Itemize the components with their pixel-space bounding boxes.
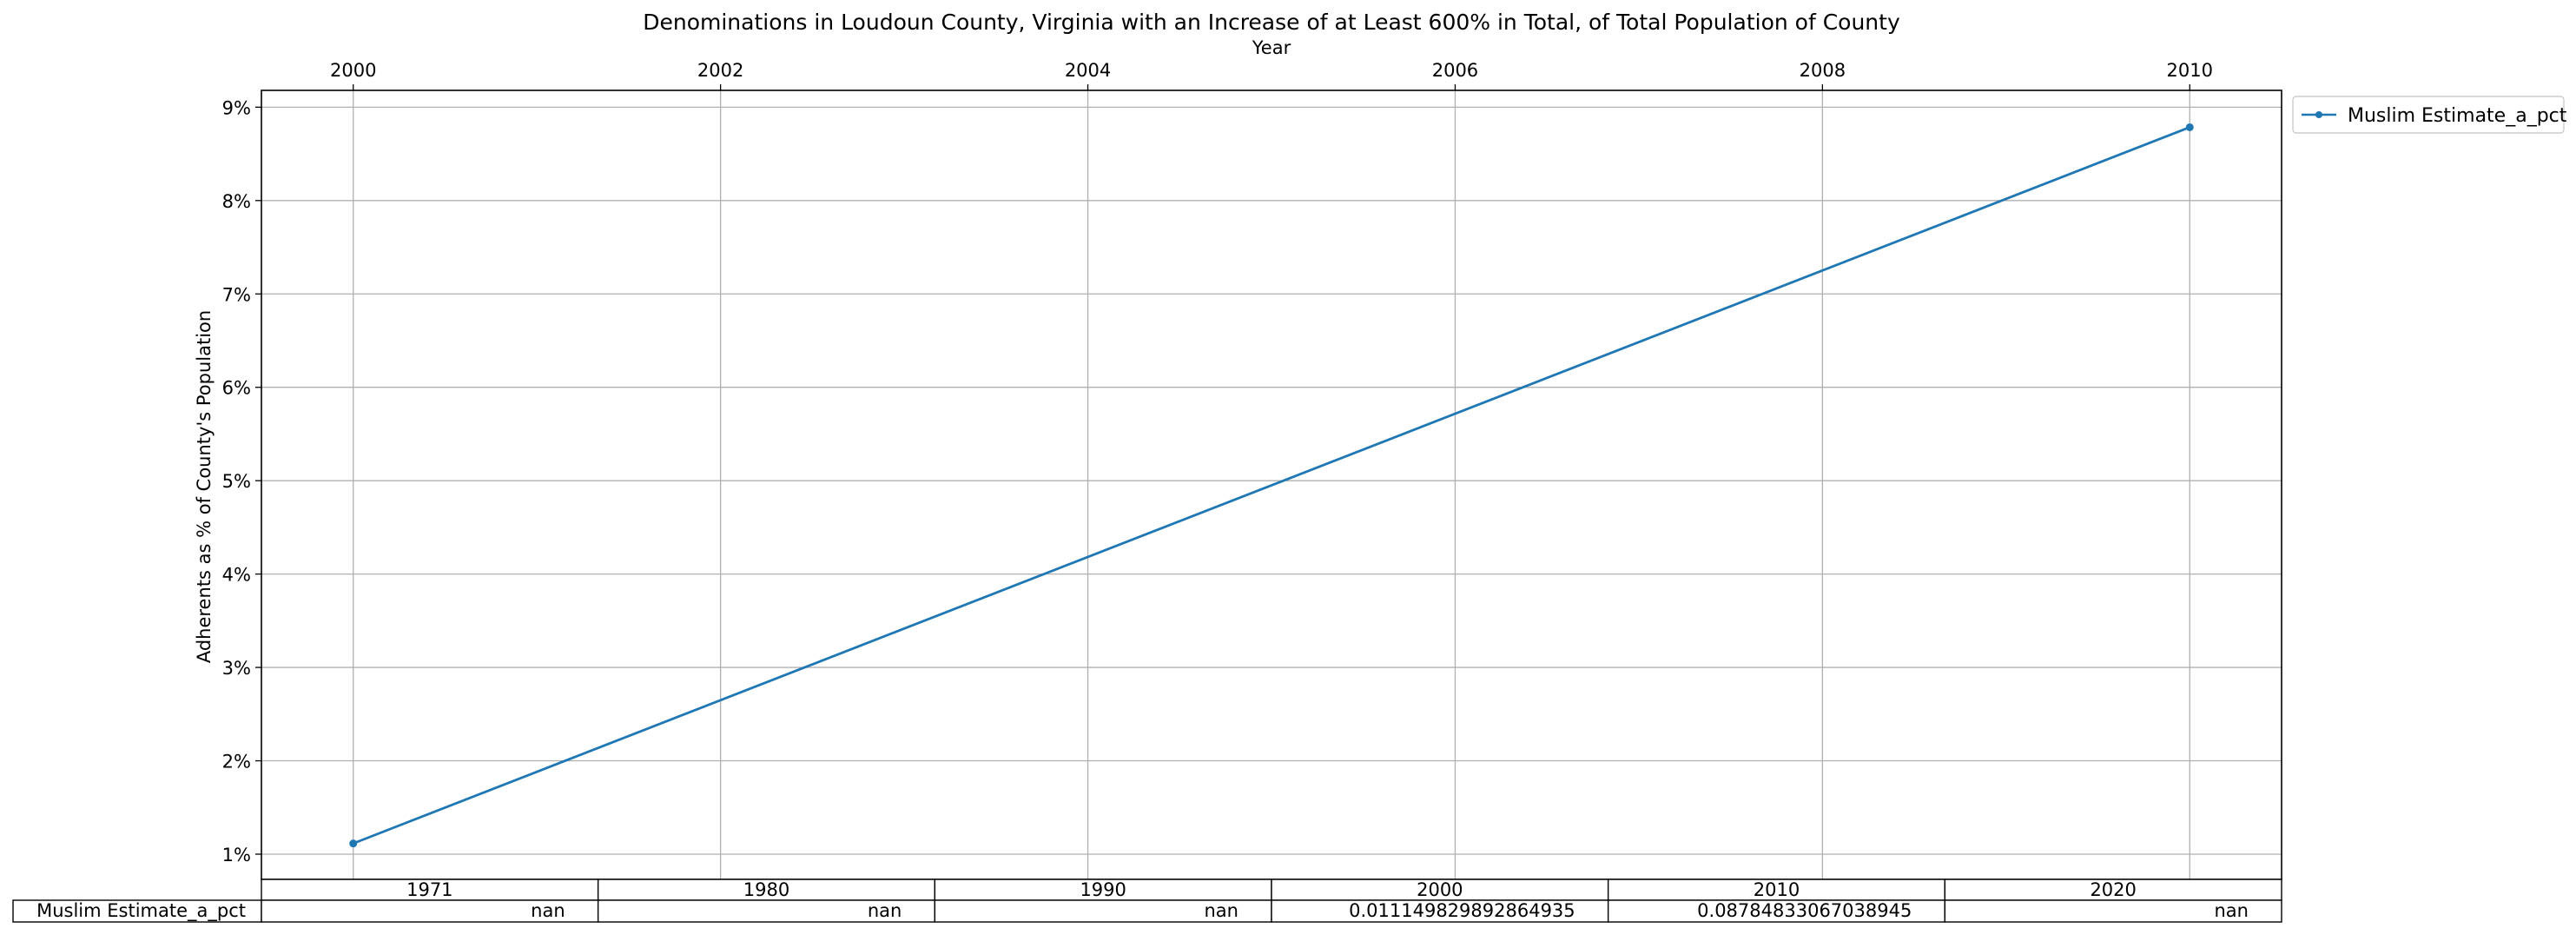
x-tick-label: 2008	[1800, 60, 1846, 81]
legend: Muslim Estimate_a_pct	[2292, 96, 2567, 134]
y-tick-label: 3%	[222, 658, 251, 679]
series-line	[353, 126, 2190, 845]
table-header-label: 1990	[1080, 879, 1126, 900]
table-cell	[597, 899, 936, 923]
table-cell	[261, 899, 599, 923]
grid-lines	[261, 90, 2282, 879]
y-tick-label: 8%	[222, 191, 251, 212]
x-tick-label: 2004	[1065, 60, 1111, 81]
y-tick-label: 9%	[222, 97, 251, 118]
table-header-label: 2020	[2090, 879, 2136, 900]
table-cell	[1607, 899, 1946, 923]
table-cell	[1944, 899, 2282, 923]
legend-box	[2292, 96, 2565, 134]
table-header-label: 1980	[743, 879, 789, 900]
legend-marker	[2315, 111, 2322, 118]
x-tick-label: 2006	[1432, 60, 1478, 81]
table-header-cell	[1944, 879, 2282, 901]
y-tick-label: 4%	[222, 565, 251, 586]
table-cell	[1271, 899, 1609, 923]
table-header-label: 2010	[1754, 879, 1800, 900]
table-cell-value: 0.08784833067038945	[1697, 900, 1912, 921]
table-header-cell	[597, 879, 936, 901]
table-header-label: 2000	[1417, 879, 1463, 900]
table-cell-value: nan	[531, 900, 565, 921]
table-cell-value: nan	[868, 900, 902, 921]
y-axis-label: Adherents as % of County's Population	[194, 310, 215, 663]
y-tick-label: 1%	[222, 845, 251, 865]
x-axis-label: Year	[1252, 37, 1291, 58]
table-cell-value: 0.011149829892864935	[1349, 900, 1575, 921]
legend-label: Muslim Estimate_a_pct	[2348, 105, 2567, 127]
y-tick-label: 5%	[222, 471, 251, 492]
y-tick-label: 2%	[222, 752, 251, 773]
chart-title: Denominations in Loudoun County, Virgini…	[643, 10, 1900, 35]
x-tick-label: 2000	[330, 60, 376, 81]
table-header-cell	[1271, 879, 1609, 901]
table-row-label: Muslim Estimate_a_pct	[36, 900, 246, 922]
axis-ticks: 2000 2002 2004 2006 2008 2010 1% 2% 3% 4% 5% 6% 7% 8%…	[222, 60, 2213, 865]
y-tick-label: 7%	[222, 284, 251, 305]
data-table: 1971 1980 1990 2000 2010 2020 Muslim Estimate_…	[12, 879, 2282, 923]
data-point	[2185, 123, 2194, 131]
table-header-label: 1971	[406, 879, 452, 900]
table-cell-value: nan	[1205, 900, 1239, 921]
data-point	[349, 839, 358, 848]
x-tick-label: 2010	[2167, 60, 2213, 81]
x-tick-label: 2002	[697, 60, 743, 81]
series-layer	[349, 123, 2194, 848]
table-cell-value: nan	[2215, 900, 2249, 921]
y-tick-label: 6%	[222, 378, 251, 399]
